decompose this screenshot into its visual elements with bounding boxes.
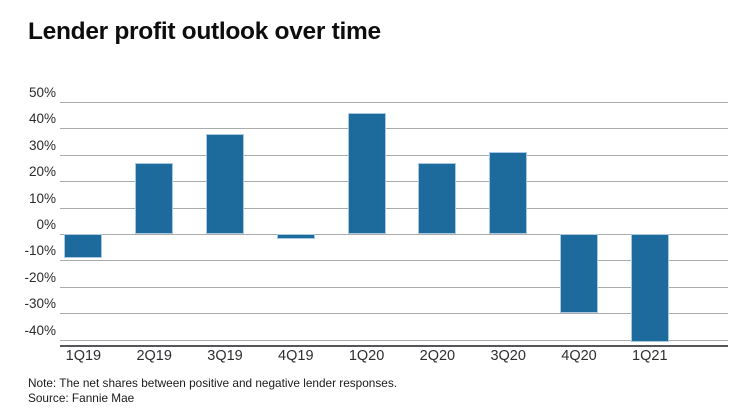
x-tick-label: 4Q19	[278, 348, 314, 364]
note-text: Note: The net shares between positive an…	[28, 376, 397, 390]
gridline	[60, 207, 728, 209]
bar-1Q20	[347, 112, 386, 234]
y-tick-label: -40%	[24, 322, 56, 338]
gridline	[60, 128, 728, 130]
y-tick-label: 20%	[28, 164, 56, 180]
y-tick-label: 0%	[36, 217, 56, 232]
gridline	[60, 286, 728, 288]
bar-3Q19	[206, 133, 244, 234]
page-title: Lender profit outlook over time	[28, 18, 381, 45]
x-tick-label: 3Q20	[490, 348, 526, 364]
bar-2Q19	[135, 162, 174, 234]
gridline	[60, 313, 728, 315]
x-tick-label: 1Q21	[632, 348, 668, 364]
bar-3Q20	[489, 152, 528, 234]
bar-1Q21	[630, 234, 669, 343]
y-tick-label: 50%	[28, 85, 56, 100]
x-tick-label: 1Q20	[348, 348, 385, 364]
bar-4Q20	[560, 234, 598, 314]
x-tick-label: 2Q19	[136, 348, 172, 364]
y-tick-label: -10%	[24, 243, 56, 259]
y-tick-label: 10%	[28, 190, 56, 206]
gridline	[60, 181, 728, 183]
x-tick-label: 4Q20	[561, 348, 597, 364]
bar-1Q19	[64, 234, 103, 258]
gridline	[60, 260, 728, 262]
y-tick-label: -30%	[24, 296, 56, 312]
x-tick-label: 1Q19	[65, 348, 102, 364]
y-tick-label: 40%	[28, 111, 56, 127]
gridline	[60, 154, 728, 156]
gridline	[60, 234, 728, 235]
x-axis-line	[60, 345, 728, 347]
y-tick-label: 30%	[28, 137, 56, 153]
bar-2Q20	[418, 162, 457, 234]
bar-4Q19	[276, 234, 315, 240]
source-text: Source: Fannie Mae	[28, 390, 135, 405]
x-tick-label: 2Q20	[419, 348, 456, 364]
x-tick-label: 3Q19	[207, 348, 243, 364]
gridline	[60, 102, 728, 103]
y-tick-label: -20%	[24, 269, 56, 285]
gridline	[60, 339, 728, 341]
chart-footer: Note: The net shares between positive an…	[28, 376, 397, 405]
